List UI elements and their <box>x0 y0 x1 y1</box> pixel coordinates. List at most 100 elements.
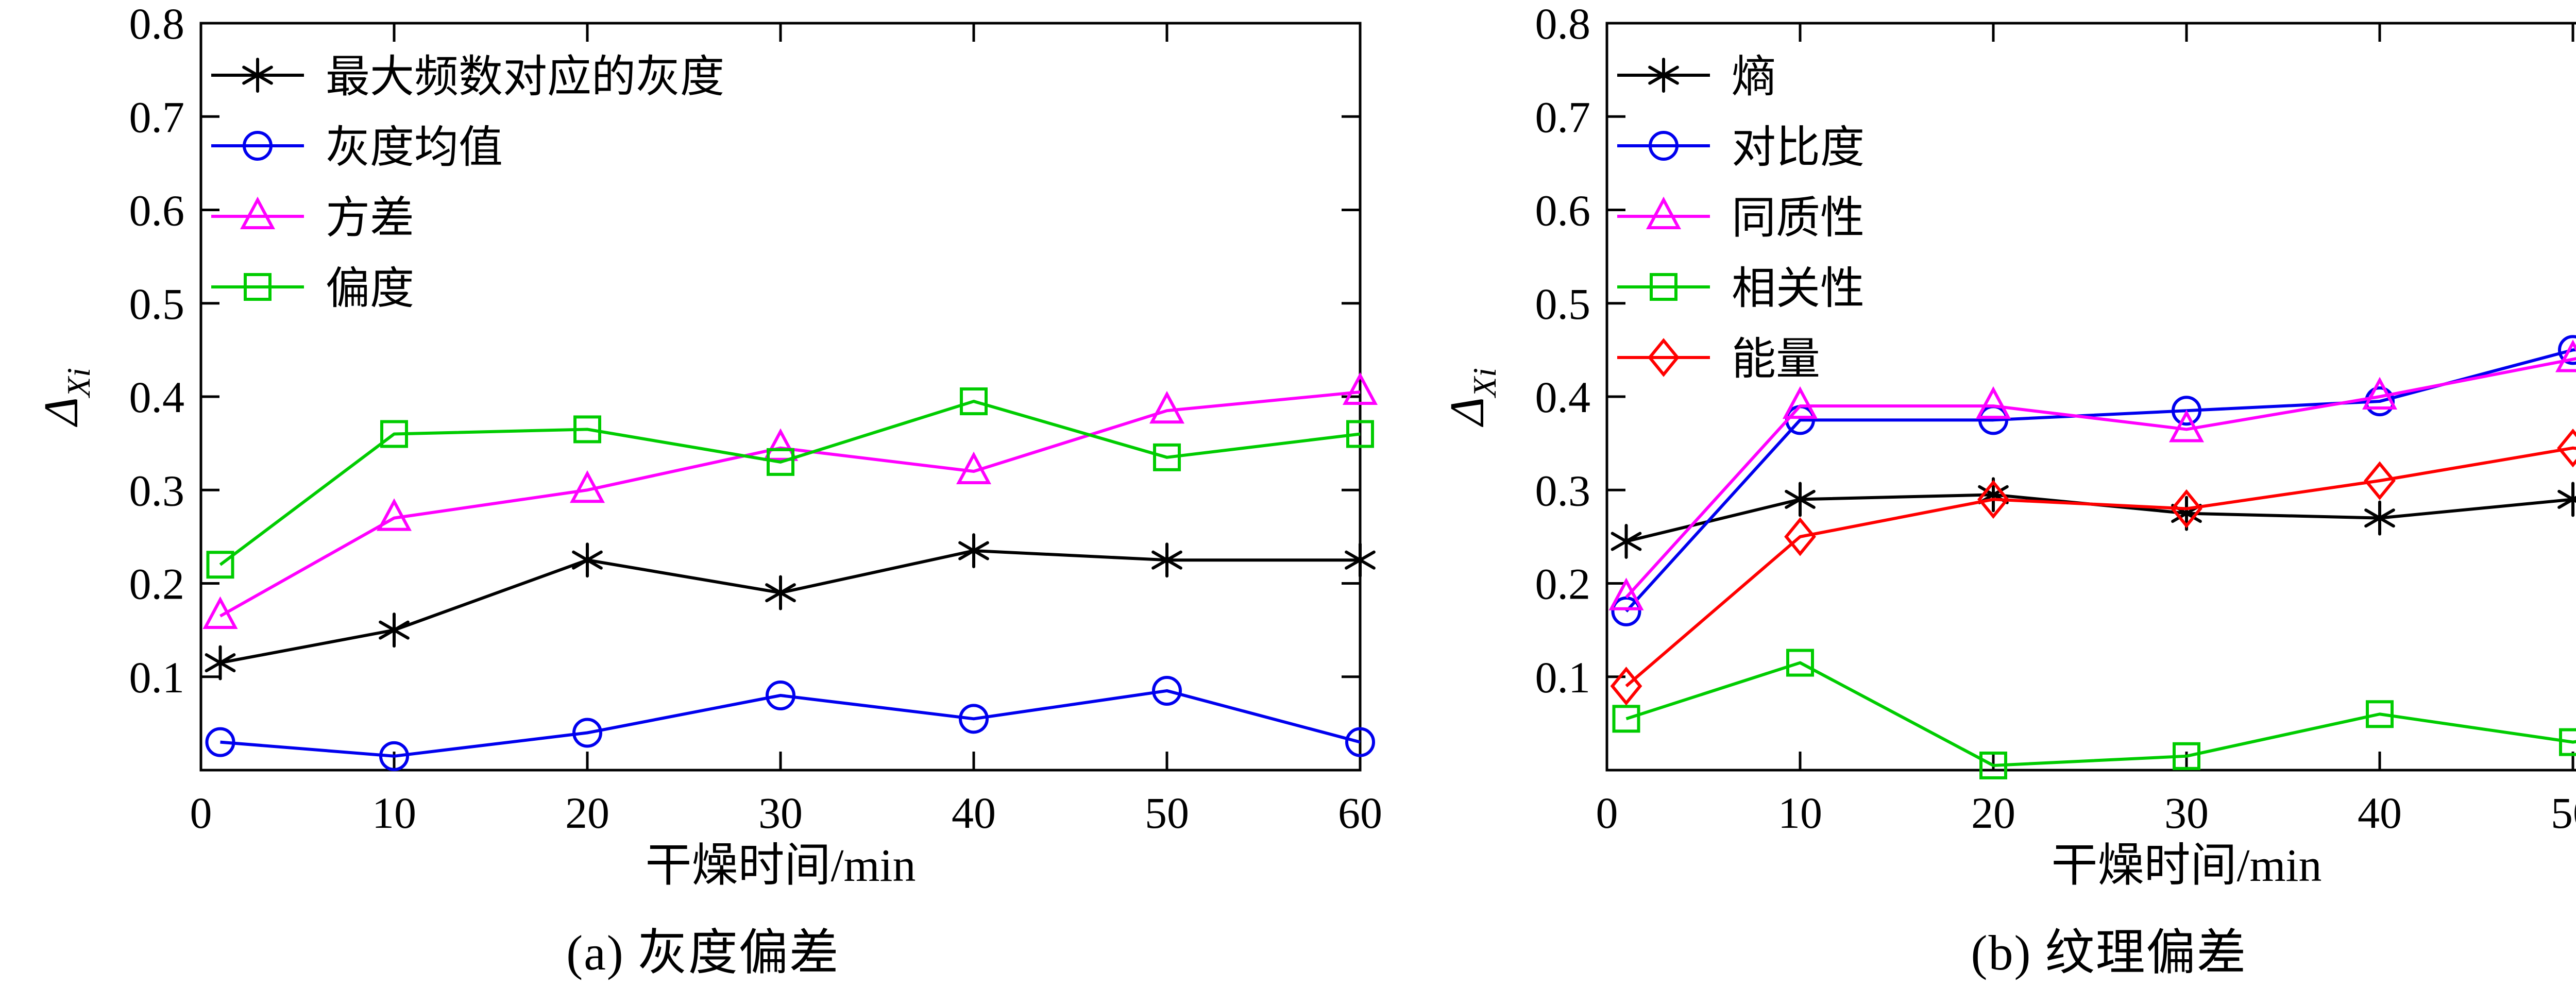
y-tick-label: 0.6 <box>1535 186 1591 235</box>
asterisk-marker <box>2364 500 2395 536</box>
diamond-marker <box>2557 428 2576 468</box>
legend-label: 能量 <box>1732 334 1820 384</box>
legend-item: 偏度 <box>211 264 414 313</box>
circle-marker <box>766 680 795 710</box>
square-marker <box>244 273 272 301</box>
panel-texture-deviation: 01020304050600.10.20.30.40.50.60.70.8ΔXi… <box>1406 0 2576 1004</box>
asterisk-marker <box>765 575 796 610</box>
square-marker <box>573 415 601 444</box>
triangle-marker <box>202 596 238 629</box>
square-marker <box>767 448 794 476</box>
circle-marker <box>2172 396 2201 426</box>
asterisk-marker <box>572 542 603 578</box>
x-tick-label: 40 <box>2358 788 2402 838</box>
y-axis-label: ΔXi <box>1440 368 1503 428</box>
square-marker <box>206 551 234 579</box>
triangle-marker <box>1149 390 1185 424</box>
y-tick-label: 0.5 <box>1535 279 1591 329</box>
square-marker <box>1650 273 1677 301</box>
diamond-marker <box>1610 667 1642 706</box>
square-marker <box>1979 751 2007 779</box>
diamond-marker <box>1784 517 1816 556</box>
triangle-marker <box>1975 386 2011 419</box>
circle-marker <box>2558 335 2576 365</box>
diamond-marker <box>2171 489 2202 529</box>
circle-marker <box>1152 675 1182 706</box>
panel-grayscale-deviation: 0 10 20 30 40 50 60 0.1 0.2 0.3 0.4 0.5 0.6 0.7 0.8 ΔXi… <box>35 0 1382 980</box>
triangle-marker <box>956 451 992 484</box>
x-tick-label: 20 <box>565 788 609 838</box>
y-tick-label: 0.3 <box>1535 466 1591 515</box>
square-marker <box>1786 649 1814 677</box>
y-tick-label: 0.4 <box>129 372 185 422</box>
chart-a: 0 10 20 30 40 50 60 0.1 0.2 0.3 0.4 0.5 0.6 0.7 0.8 ΔXi… <box>35 0 1382 891</box>
x-tick-label: 50 <box>2551 788 2576 838</box>
series-3 <box>1612 649 2576 779</box>
y-tick-label: 0.7 <box>1535 92 1591 142</box>
circle-marker <box>1649 131 1679 161</box>
circle-marker <box>243 131 273 161</box>
circle-marker <box>205 727 235 757</box>
diamond-marker <box>1977 480 2009 519</box>
x-tick-label: 40 <box>952 788 996 838</box>
y-tick-label: 0.8 <box>1535 0 1591 48</box>
legend-item: 方差 <box>211 193 414 243</box>
asterisk-marker <box>1611 523 1642 559</box>
triangle-marker <box>2362 377 2398 410</box>
triangle-marker <box>2168 410 2205 443</box>
asterisk-marker <box>1648 58 1679 93</box>
x-tick-label: 10 <box>1778 788 1822 838</box>
x-axis-label: 干燥时间/min <box>2051 840 2321 891</box>
asterisk-marker <box>242 58 273 93</box>
y-tick-label: 0.5 <box>129 279 185 329</box>
legend-label: 最大频数对应的灰度 <box>326 52 724 101</box>
legend-item: 相关性 <box>1617 264 1865 313</box>
y-tick-label: 0.1 <box>129 653 185 702</box>
legend-item: 最大频数对应的灰度 <box>211 52 724 101</box>
square-marker <box>2559 728 2576 756</box>
asterisk-marker <box>958 533 989 569</box>
triangle-marker <box>2555 339 2576 372</box>
y-axis-label: ΔXi <box>35 368 97 428</box>
legend-item: 能量 <box>1617 334 1820 384</box>
legend-label: 熵 <box>1732 52 1776 101</box>
triangle-marker <box>376 498 412 531</box>
legend-label: 偏度 <box>326 264 414 313</box>
square-marker <box>380 420 408 448</box>
y-tick-label: 0.8 <box>129 0 185 48</box>
y-tick-label: 0.6 <box>129 186 185 235</box>
series-4 <box>1610 428 2576 706</box>
series-1 <box>205 675 1375 771</box>
x-axis-label: 干燥时间/min <box>645 840 916 891</box>
diamond-marker <box>1648 338 1680 377</box>
axes: 01020304050600.10.20.30.40.50.60.70.8ΔXi… <box>1440 0 2576 891</box>
x-tick-label: 20 <box>1971 788 2015 838</box>
circle-marker <box>379 741 409 771</box>
x-tick-label: 0 <box>190 788 212 838</box>
series-3 <box>206 387 1374 579</box>
asterisk-marker <box>379 612 410 648</box>
legend-item: 同质性 <box>1617 193 1865 243</box>
triangle-marker <box>1782 386 1818 419</box>
square-marker <box>1153 443 1181 471</box>
square-marker <box>960 387 988 416</box>
y-tick-label: 0.2 <box>129 559 185 609</box>
circle-marker <box>959 704 989 734</box>
asterisk-marker <box>205 645 236 680</box>
legend-item: 灰度均值 <box>211 123 503 172</box>
circle-marker <box>2365 386 2395 417</box>
y-tick-label: 0.2 <box>1535 559 1591 609</box>
diamond-marker <box>2364 461 2396 500</box>
legend-label: 灰度均值 <box>326 123 503 172</box>
asterisk-marker <box>1785 482 1816 517</box>
x-tick-label: 50 <box>1145 788 1189 838</box>
series-0 <box>205 533 1376 680</box>
square-marker <box>2366 700 2394 728</box>
triangle-marker <box>240 196 276 229</box>
square-marker <box>1346 420 1374 448</box>
asterisk-marker <box>1345 542 1376 578</box>
y-tick-label: 0.3 <box>129 466 185 515</box>
legend-item: 熵 <box>1617 52 1776 101</box>
